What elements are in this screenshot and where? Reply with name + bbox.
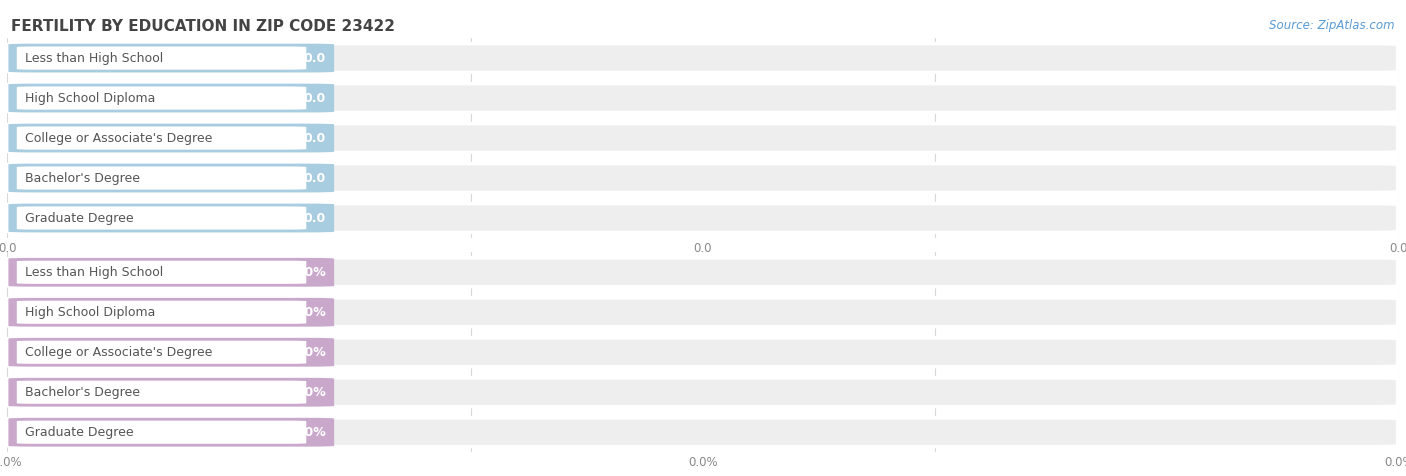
FancyBboxPatch shape (8, 84, 335, 112)
FancyBboxPatch shape (17, 47, 307, 69)
FancyBboxPatch shape (17, 127, 307, 149)
Text: FERTILITY BY EDUCATION IN ZIP CODE 23422: FERTILITY BY EDUCATION IN ZIP CODE 23422 (11, 19, 395, 34)
Text: 0.0%: 0.0% (291, 306, 326, 319)
Text: 0.0%: 0.0% (291, 386, 326, 399)
FancyBboxPatch shape (8, 44, 335, 72)
Text: College or Associate's Degree: College or Associate's Degree (25, 131, 212, 145)
FancyBboxPatch shape (17, 167, 307, 189)
FancyBboxPatch shape (17, 207, 307, 229)
FancyBboxPatch shape (8, 418, 335, 446)
FancyBboxPatch shape (8, 378, 1398, 407)
Text: 0.0: 0.0 (304, 171, 326, 185)
FancyBboxPatch shape (8, 298, 1398, 327)
Text: Graduate Degree: Graduate Degree (25, 211, 134, 225)
FancyBboxPatch shape (17, 87, 307, 109)
FancyBboxPatch shape (17, 341, 307, 364)
Text: Less than High School: Less than High School (25, 51, 163, 65)
Text: 0.0%: 0.0% (291, 266, 326, 279)
Text: Less than High School: Less than High School (25, 266, 163, 279)
FancyBboxPatch shape (8, 258, 335, 287)
FancyBboxPatch shape (17, 261, 307, 284)
FancyBboxPatch shape (8, 378, 335, 407)
Text: Bachelor's Degree: Bachelor's Degree (25, 386, 141, 399)
FancyBboxPatch shape (8, 338, 335, 367)
FancyBboxPatch shape (8, 338, 1398, 367)
Text: 0.0%: 0.0% (291, 426, 326, 439)
FancyBboxPatch shape (8, 124, 1398, 152)
FancyBboxPatch shape (17, 381, 307, 404)
FancyBboxPatch shape (8, 204, 335, 232)
FancyBboxPatch shape (8, 164, 335, 192)
FancyBboxPatch shape (8, 44, 1398, 72)
FancyBboxPatch shape (17, 301, 307, 324)
Text: 0.0: 0.0 (304, 91, 326, 105)
FancyBboxPatch shape (8, 258, 1398, 287)
FancyBboxPatch shape (8, 84, 1398, 112)
Text: High School Diploma: High School Diploma (25, 306, 156, 319)
Text: High School Diploma: High School Diploma (25, 91, 156, 105)
Text: 0.0%: 0.0% (291, 346, 326, 359)
FancyBboxPatch shape (17, 421, 307, 444)
FancyBboxPatch shape (8, 164, 1398, 192)
Text: Source: ZipAtlas.com: Source: ZipAtlas.com (1270, 19, 1395, 32)
FancyBboxPatch shape (8, 124, 335, 152)
Text: Bachelor's Degree: Bachelor's Degree (25, 171, 141, 185)
Text: 0.0: 0.0 (304, 131, 326, 145)
Text: Graduate Degree: Graduate Degree (25, 426, 134, 439)
Text: 0.0: 0.0 (304, 211, 326, 225)
Text: 0.0: 0.0 (304, 51, 326, 65)
FancyBboxPatch shape (8, 204, 1398, 232)
FancyBboxPatch shape (8, 298, 335, 327)
FancyBboxPatch shape (8, 418, 1398, 446)
Text: College or Associate's Degree: College or Associate's Degree (25, 346, 212, 359)
